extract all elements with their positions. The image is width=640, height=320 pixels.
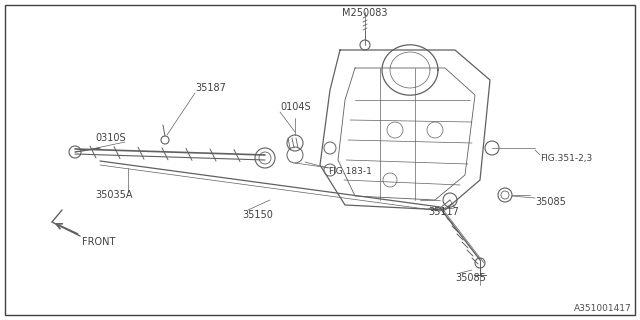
Text: FRONT: FRONT: [82, 237, 115, 247]
Text: M250083: M250083: [342, 8, 387, 18]
Text: 35117: 35117: [428, 207, 459, 217]
Text: 35035A: 35035A: [95, 190, 132, 200]
Text: 35085: 35085: [455, 273, 486, 283]
Text: FIG.183-1: FIG.183-1: [328, 167, 372, 177]
Text: 35150: 35150: [242, 210, 273, 220]
Text: 35085: 35085: [535, 197, 566, 207]
Text: 0310S: 0310S: [95, 133, 125, 143]
Text: FIG.351-2,3: FIG.351-2,3: [540, 154, 592, 163]
Text: A351001417: A351001417: [574, 304, 632, 313]
Text: 35187: 35187: [195, 83, 226, 93]
Text: 0104S: 0104S: [280, 102, 310, 112]
